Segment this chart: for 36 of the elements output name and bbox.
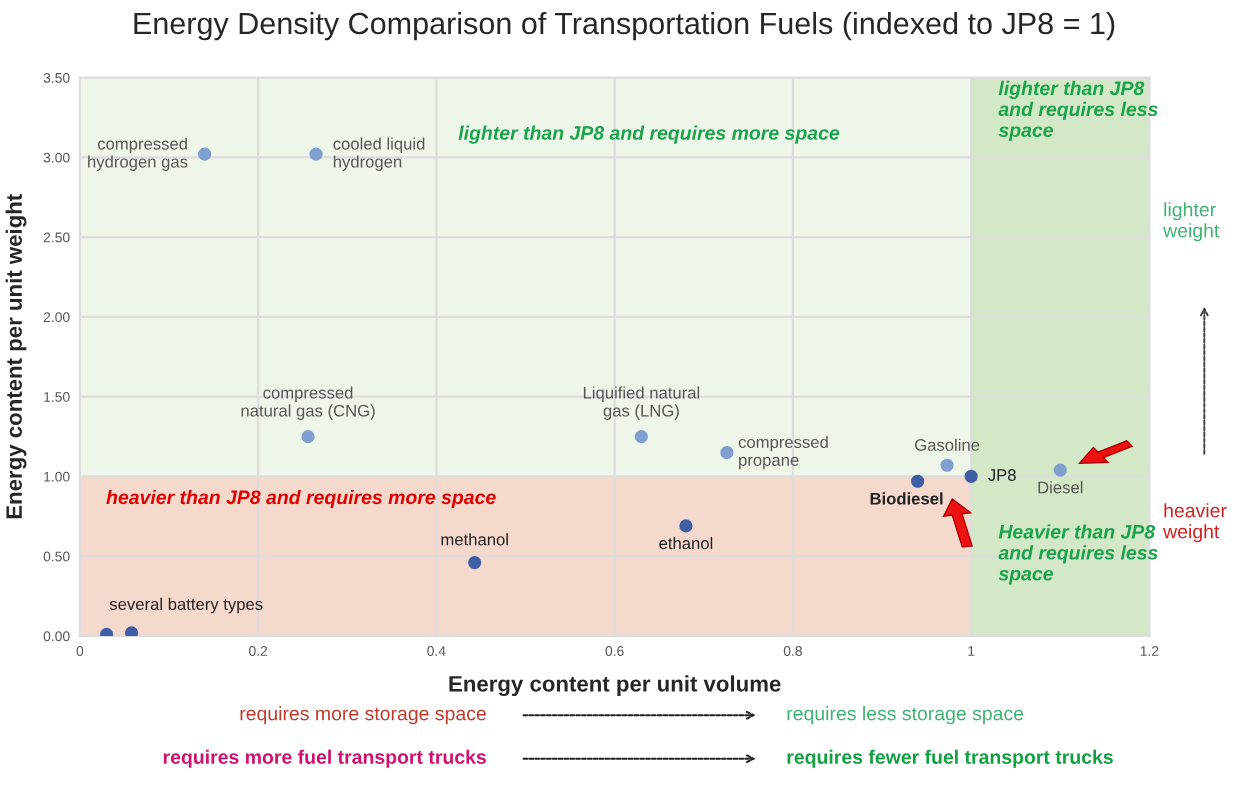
text: requires more fuel transport trucks bbox=[163, 749, 486, 768]
point bbox=[964, 469, 978, 484]
text: lighter weight bbox=[1163, 202, 1220, 242]
annotation: compressed propane bbox=[738, 435, 828, 470]
annotation: Liquified natural gas (LNG) bbox=[583, 386, 700, 420]
annotation: Heavier than JP8 and requires less space bbox=[998, 524, 1158, 585]
point bbox=[634, 429, 648, 444]
text: heavier weight bbox=[1163, 503, 1227, 543]
annotation: compressed hydrogen gas bbox=[88, 137, 188, 171]
point bbox=[720, 445, 734, 460]
point bbox=[468, 556, 482, 570]
y-axis-title: Energy content per unit weight bbox=[5, 194, 27, 519]
annotation: methanol bbox=[441, 533, 508, 546]
x-axis-title: Energy content per unit volume bbox=[449, 675, 781, 697]
text: requires less storage space bbox=[787, 706, 1024, 725]
annotation: Biodiesel bbox=[870, 492, 943, 505]
point bbox=[309, 147, 323, 161]
annotation: ethanol bbox=[659, 537, 713, 550]
annotation: heavier than JP8 and requires more space bbox=[106, 489, 496, 509]
annotation: lighter than JP8 and requires more space bbox=[458, 125, 840, 144]
point bbox=[1053, 463, 1067, 477]
annotation: Diesel bbox=[1038, 481, 1083, 494]
point bbox=[940, 458, 954, 472]
annotation: several battery types bbox=[109, 597, 263, 614]
annotation: lighter than JP8 and requires less space bbox=[998, 80, 1158, 141]
point bbox=[911, 474, 925, 488]
annotation: Gasoline bbox=[915, 438, 980, 451]
text: requires fewer fuel transport trucks bbox=[787, 749, 1113, 768]
point bbox=[198, 147, 212, 161]
annotation: compressed natural gas (CNG) bbox=[241, 386, 375, 420]
text: requires more storage space bbox=[240, 706, 486, 725]
chart-title: Energy Density Comparison of Transportation Fuels (indexed to JP8 = 1) bbox=[134, 11, 1115, 41]
point bbox=[301, 429, 315, 444]
annotation: JP8 bbox=[988, 469, 1016, 481]
annotation: cooled liquid hydrogen bbox=[333, 137, 425, 171]
point bbox=[679, 519, 693, 533]
